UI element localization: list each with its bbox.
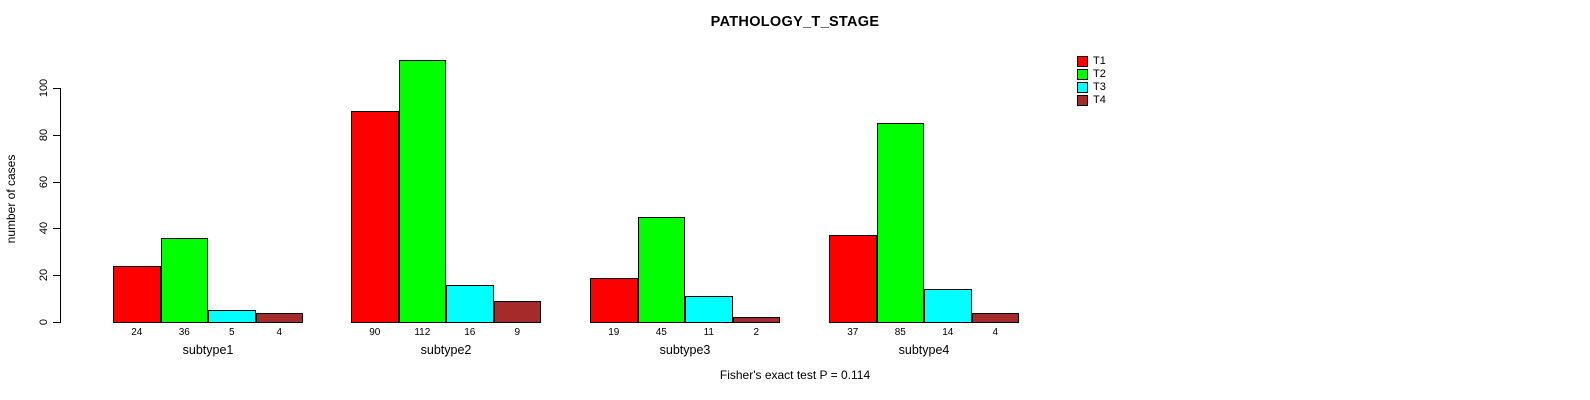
legend-label-T4: T4 <box>1093 94 1106 106</box>
category-label-subtype1: subtype1 <box>182 343 234 357</box>
category-label-subtype2: subtype2 <box>420 343 472 357</box>
bar-value-label: 4 <box>992 327 999 338</box>
legend-label-T1: T1 <box>1093 55 1106 67</box>
bar-T2-subtype4 <box>876 123 924 323</box>
y-tick <box>53 135 60 136</box>
bar-value-label: 24 <box>131 327 143 338</box>
bar-T3-subtype3 <box>685 296 733 323</box>
y-tick <box>53 88 60 89</box>
legend-row-T3: T3 <box>1077 82 1106 93</box>
bar-T4-subtype2 <box>493 301 541 323</box>
y-tick <box>53 228 60 229</box>
bar-value-label: 4 <box>276 327 283 338</box>
bar-T4-subtype1 <box>255 313 303 323</box>
bar-T4-subtype3 <box>732 317 780 323</box>
bar-value-label: 14 <box>942 327 954 338</box>
legend-swatch-T3 <box>1077 82 1088 93</box>
bar-value-label: 19 <box>608 327 620 338</box>
bar-T1-subtype1 <box>113 266 161 323</box>
bar-T1-subtype3 <box>590 278 638 323</box>
bar-T2-subtype1 <box>160 238 208 323</box>
category-label-subtype4: subtype4 <box>898 343 950 357</box>
bar-value-label: 85 <box>894 327 906 338</box>
bar-T1-subtype4 <box>829 235 877 323</box>
bar-T2-subtype3 <box>637 217 685 323</box>
y-tick-label: 0 <box>38 318 50 326</box>
bar-T2-subtype2 <box>398 60 446 323</box>
chart-title: PATHOLOGY_T_STAGE <box>710 14 880 30</box>
bar-value-label: 9 <box>514 327 521 338</box>
legend-label-T2: T2 <box>1093 68 1106 80</box>
bar-value-label: 16 <box>464 327 476 338</box>
bar-T3-subtype1 <box>208 310 256 323</box>
bar-value-label: 45 <box>655 327 667 338</box>
bar-value-label: 36 <box>178 327 190 338</box>
y-tick <box>53 182 60 183</box>
y-tick <box>53 322 60 323</box>
y-tick-label: 40 <box>38 221 50 235</box>
legend-row-T4: T4 <box>1077 95 1106 106</box>
y-axis-line <box>60 88 61 323</box>
y-tick-label: 80 <box>38 128 50 142</box>
y-tick <box>53 275 60 276</box>
bar-T1-subtype2 <box>351 111 399 323</box>
y-tick-label: 20 <box>38 268 50 282</box>
bar-T4-subtype4 <box>971 313 1019 323</box>
legend-swatch-T1 <box>1077 56 1088 67</box>
legend-swatch-T2 <box>1077 69 1088 80</box>
bar-value-label: 90 <box>369 327 381 338</box>
bar-value-label: 5 <box>229 327 235 338</box>
bar-value-label: 112 <box>414 327 431 338</box>
bar-T3-subtype4 <box>924 289 972 323</box>
legend-label-T3: T3 <box>1093 81 1106 93</box>
legend-swatch-T4 <box>1077 95 1088 106</box>
legend-row-T2: T2 <box>1077 69 1106 80</box>
legend: T1 T2 T3 T4 <box>1077 56 1106 106</box>
bar-value-label: 37 <box>847 327 859 338</box>
legend-row-T1: T1 <box>1077 56 1106 67</box>
bar-value-label: 11 <box>703 327 714 338</box>
category-label-subtype3: subtype3 <box>659 343 711 357</box>
y-tick-label: 60 <box>38 175 50 189</box>
y-axis-label: number of cases <box>4 154 18 244</box>
y-tick-label: 100 <box>38 78 50 98</box>
bar-value-label: 2 <box>753 327 760 338</box>
footnote-fisher-test: Fisher's exact test P = 0.114 <box>719 368 871 382</box>
bar-T3-subtype2 <box>446 285 494 323</box>
